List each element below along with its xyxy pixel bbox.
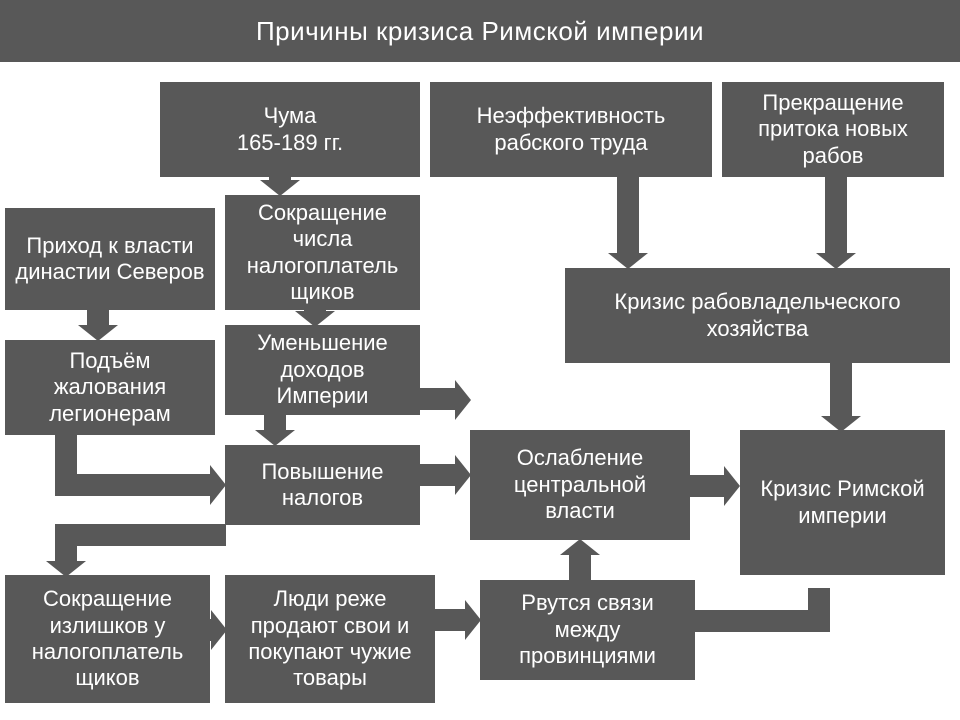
node-plague: Чума165-189 гг. (160, 82, 420, 177)
node-less-trade: Люди реже продают свои и покупают чужие … (225, 575, 435, 703)
node-surplus-dn: Сокращение излишков у налогоплатель щико… (5, 575, 210, 703)
arrow (210, 610, 227, 650)
diagram-title: Причины кризиса Римской империи (256, 16, 704, 47)
arrow (816, 177, 856, 269)
arrow (435, 600, 481, 640)
node-weak-center: Ослабление центральной власти (470, 430, 690, 540)
arrow (608, 177, 648, 269)
arrow (78, 310, 118, 341)
node-severans: Приход к власти династии Северов (5, 208, 215, 310)
diagram-title-bar: Причины кризиса Римской империи (0, 0, 960, 62)
node-salary-up: Подъём жалования легионерам (5, 340, 215, 435)
arrow (260, 177, 300, 196)
node-inefficiency: Неэффективность рабского труда (430, 82, 712, 177)
arrow (690, 466, 740, 506)
arrow (255, 415, 295, 446)
node-slave-crisis: Кризис рабовладельческого хозяйства (565, 268, 950, 363)
node-links-break: Рвутся связи между провинциями (480, 580, 695, 680)
arrow (295, 310, 335, 327)
arrow (420, 455, 471, 495)
node-taxpayers-dn: Сокращение числа налогоплатель щиков (225, 195, 420, 310)
arrow (560, 539, 600, 580)
node-no-slaves: Прекращение притока новых рабов (722, 82, 944, 177)
node-final-crisis: Кризис Римской империи (740, 430, 945, 575)
node-tax-up: Повышение налогов (225, 445, 420, 525)
